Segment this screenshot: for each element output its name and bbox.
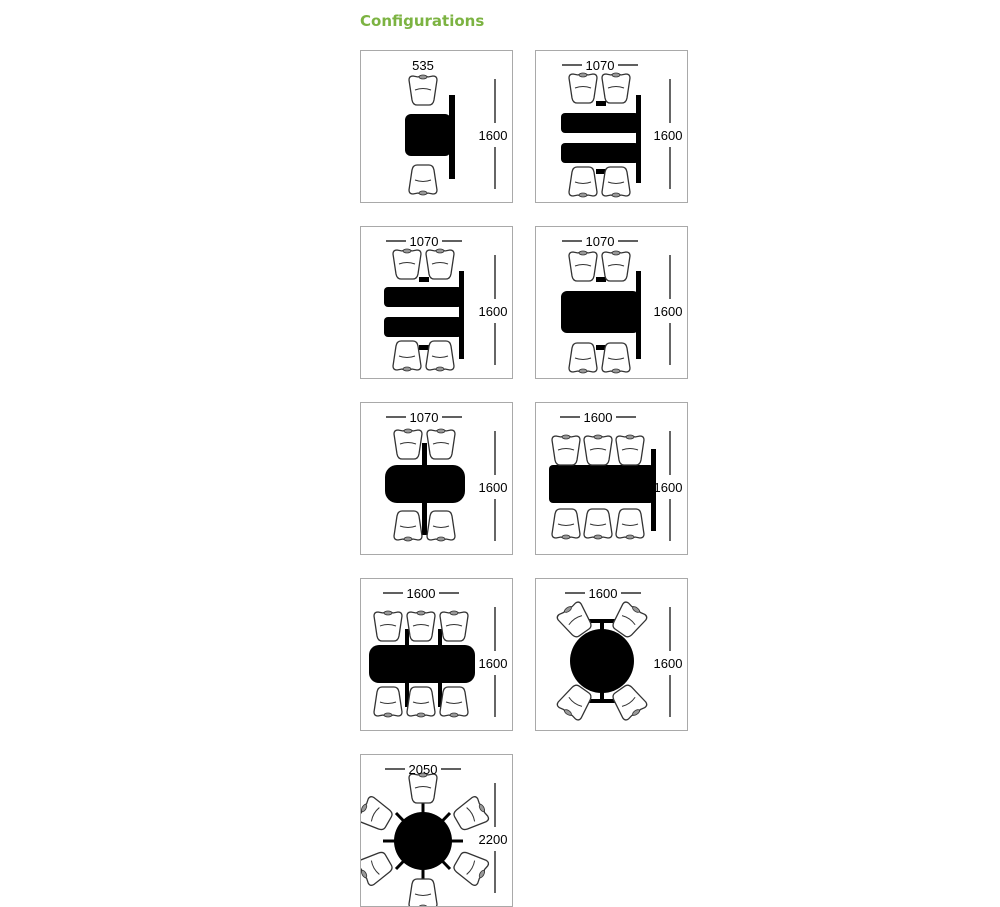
chair-icon <box>556 601 592 638</box>
chair-icon <box>612 601 648 638</box>
round-table-top <box>570 629 634 693</box>
chair-icon <box>615 508 645 540</box>
table-top <box>561 143 639 163</box>
height-label: 1600 <box>479 480 508 495</box>
configuration-diagram: 2050 2200 <box>361 762 508 906</box>
configuration-tile: 1070 1600 <box>360 402 513 555</box>
configuration-tile: 1070 1600 <box>535 226 688 379</box>
configuration-tile: 1600 1600 <box>360 578 513 731</box>
chair-icon <box>408 878 438 906</box>
chair-icon <box>615 434 645 466</box>
chair-icon <box>408 164 438 196</box>
chair-icon <box>425 340 455 372</box>
chair-icon <box>361 851 393 887</box>
chair-icon <box>426 510 456 542</box>
connector <box>596 277 606 282</box>
chair-icon <box>583 434 613 466</box>
height-label: 1600 <box>654 128 683 143</box>
height-label: 1600 <box>479 128 508 143</box>
chair-icon <box>453 851 490 887</box>
chair-icon <box>601 342 631 374</box>
table-leg <box>636 95 641 183</box>
height-label: 1600 <box>654 304 683 319</box>
connector <box>596 101 606 106</box>
configuration-diagram: 1600 1600 <box>549 410 683 541</box>
chair-icon <box>551 508 581 540</box>
configuration-tile: 1070 1600 <box>535 50 688 203</box>
height-label: 1600 <box>654 656 683 671</box>
connector <box>419 345 429 350</box>
chair-icon <box>551 434 581 466</box>
chair-icon <box>408 772 438 804</box>
width-label: 1070 <box>410 410 439 425</box>
table-top <box>369 645 475 683</box>
chair-icon <box>393 428 423 460</box>
chair-icon <box>439 686 469 718</box>
chair-icon <box>568 72 598 104</box>
height-label: 1600 <box>479 304 508 319</box>
chair-icon <box>392 340 422 372</box>
section-heading: Configurations <box>360 12 485 30</box>
chair-icon <box>361 795 393 831</box>
chair-icon <box>406 686 436 718</box>
configuration-tile: 535 1600 <box>360 50 513 203</box>
chair-icon <box>373 686 403 718</box>
table-top <box>561 291 639 333</box>
chair-icon <box>406 610 436 642</box>
chair-icon <box>393 510 423 542</box>
width-label: 1070 <box>410 234 439 249</box>
chair-icon <box>568 166 598 198</box>
connector <box>596 345 606 350</box>
round-table-top <box>394 812 452 870</box>
chair-icon <box>601 72 631 104</box>
height-label: 2200 <box>479 832 508 847</box>
width-label: 1600 <box>589 586 618 601</box>
configuration-diagram: 1070 1600 <box>561 58 683 198</box>
width-label: 535 <box>412 58 434 73</box>
chair-icon <box>373 610 403 642</box>
height-label: 1600 <box>654 480 683 495</box>
table-top <box>549 465 654 503</box>
connector <box>596 169 606 174</box>
configuration-tile: 1070 1600 <box>360 226 513 379</box>
chair-icon <box>583 508 613 540</box>
table-top <box>561 113 639 133</box>
table-leg <box>449 95 455 179</box>
table-leg <box>459 271 464 359</box>
width-label: 1600 <box>584 410 613 425</box>
width-label: 1070 <box>586 58 615 73</box>
chair-icon <box>568 250 598 282</box>
chair-icon <box>453 795 490 831</box>
chair-icon <box>568 342 598 374</box>
chair-icon <box>392 248 422 280</box>
configuration-diagram: 535 1600 <box>405 58 508 196</box>
table-top <box>405 114 451 156</box>
width-label: 2050 <box>409 762 438 777</box>
table-top <box>384 287 462 307</box>
chair-icon <box>556 684 592 721</box>
chair-icon <box>601 250 631 282</box>
configuration-diagram: 1070 1600 <box>384 234 508 372</box>
connector <box>419 277 429 282</box>
configuration-tile: 2050 2200 <box>360 754 513 907</box>
chair-icon <box>425 248 455 280</box>
configuration-diagram: 1070 1600 <box>561 234 683 374</box>
chair-icon <box>426 428 456 460</box>
table-top <box>384 317 462 337</box>
configuration-tile: 1600 1600 <box>535 402 688 555</box>
table-top <box>385 465 465 503</box>
configuration-tile: 1600 1600 <box>535 578 688 731</box>
chair-icon <box>612 684 648 721</box>
configuration-diagram: 1600 1600 <box>556 586 683 721</box>
width-label: 1070 <box>586 234 615 249</box>
configuration-diagram: 1600 1600 <box>369 586 508 718</box>
chair-icon <box>439 610 469 642</box>
width-label: 1600 <box>407 586 436 601</box>
chair-icon <box>408 74 438 106</box>
height-label: 1600 <box>479 656 508 671</box>
chair-icon <box>601 166 631 198</box>
configuration-diagram: 1070 1600 <box>385 410 508 542</box>
